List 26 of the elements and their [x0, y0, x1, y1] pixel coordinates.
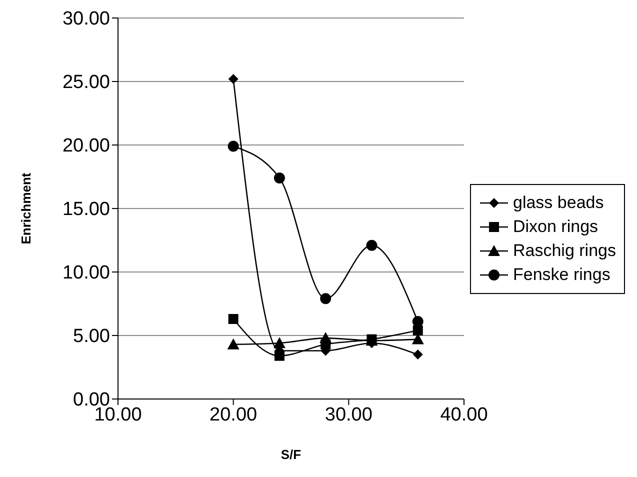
- x-tick-label: 40.00: [440, 404, 488, 426]
- point: [412, 350, 423, 360]
- legend-label: glass beads: [513, 192, 604, 212]
- x-axis-title: S/F: [280, 447, 302, 462]
- point: [320, 293, 332, 304]
- legend-label: Fenske rings: [513, 264, 610, 284]
- y-tick-label: 20.00: [62, 136, 110, 157]
- y-tick-label: 25.00: [62, 72, 110, 94]
- point: [228, 140, 239, 152]
- point: [320, 332, 332, 344]
- point: [274, 172, 285, 184]
- point: [228, 314, 238, 324]
- y-tick-label: 15.00: [62, 199, 110, 220]
- point: [227, 338, 240, 350]
- y-axis-title: Enrichment: [18, 172, 34, 244]
- x-tick-label: 20.00: [210, 404, 258, 426]
- y-tick-label: 5.00: [73, 326, 110, 348]
- point: [273, 337, 286, 348]
- y-tick-label: 10.00: [62, 262, 110, 284]
- legend-label: Raschig rings: [513, 240, 616, 260]
- point: [228, 74, 238, 84]
- y-tick-label: 30.00: [62, 8, 110, 30]
- x-tick-label: 30.00: [324, 404, 372, 426]
- point: [366, 240, 378, 251]
- point: [274, 350, 284, 361]
- legend-label: Dixon rings: [513, 216, 598, 236]
